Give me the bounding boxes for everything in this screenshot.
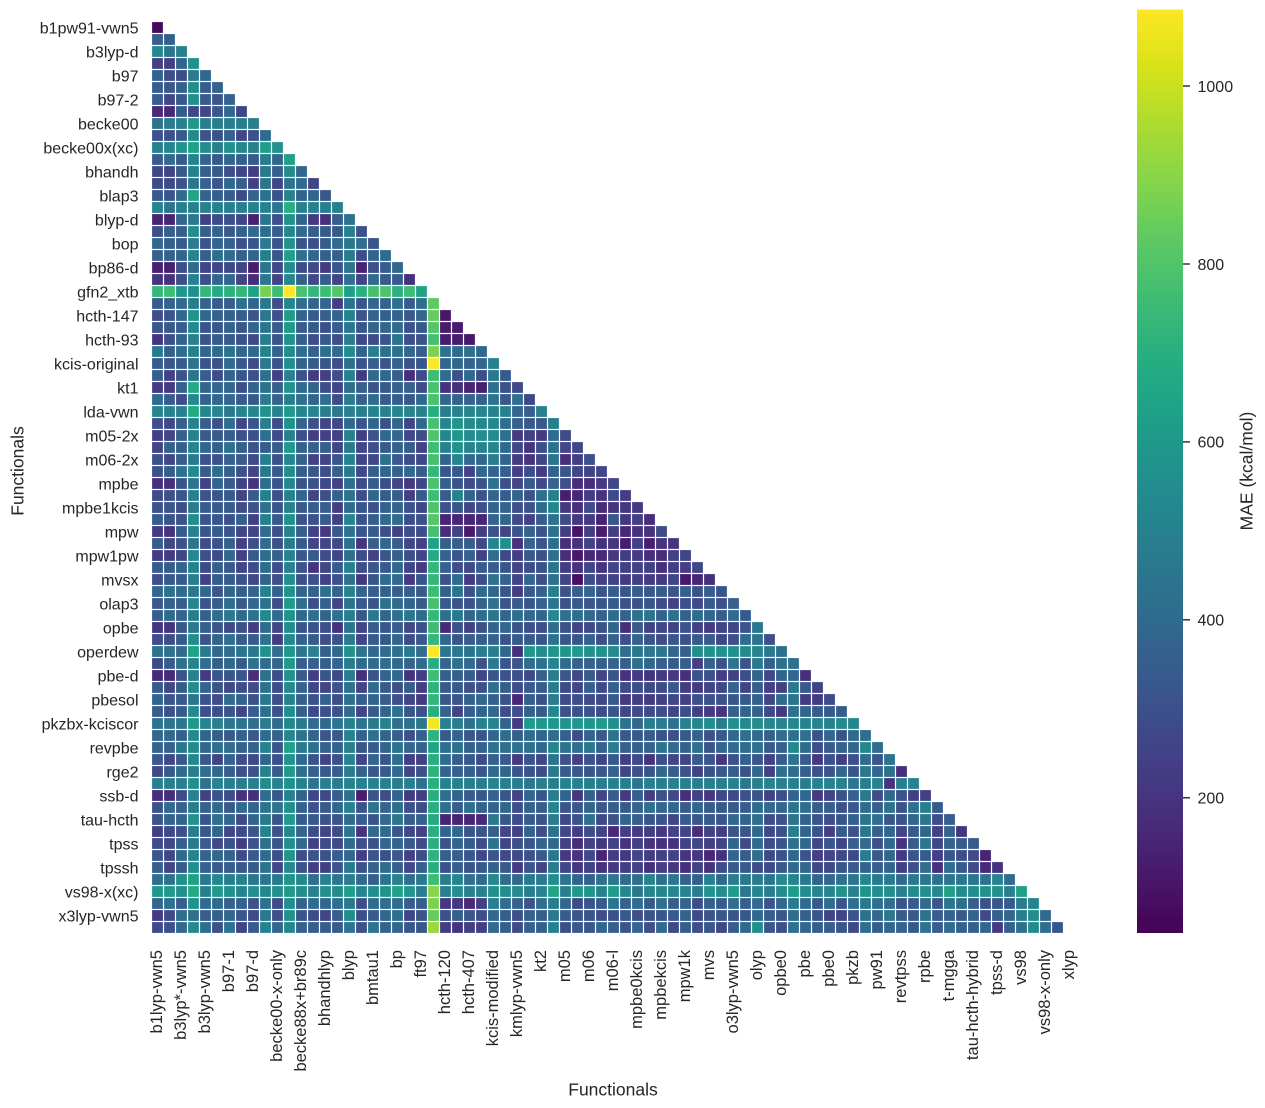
- svg-text:kmlyp-vwn5: kmlyp-vwn5: [508, 950, 526, 1037]
- svg-text:becke00: becke00: [78, 116, 139, 133]
- svg-text:becke00x(xc): becke00x(xc): [43, 140, 138, 157]
- svg-text:opbe: opbe: [103, 620, 139, 637]
- svg-text:tpssh: tpssh: [100, 860, 138, 877]
- svg-text:pbe: pbe: [796, 950, 814, 978]
- svg-text:hcth-147: hcth-147: [76, 308, 138, 325]
- svg-text:ssb-d: ssb-d: [99, 788, 138, 805]
- svg-text:b1pw91-vwn5: b1pw91-vwn5: [40, 20, 139, 37]
- svg-text:becke00-x-only: becke00-x-only: [268, 949, 286, 1062]
- svg-text:b97: b97: [112, 68, 139, 85]
- svg-text:vs98-x(xc): vs98-x(xc): [65, 884, 139, 901]
- svg-text:opbe0: opbe0: [772, 950, 790, 996]
- svg-text:tpss: tpss: [109, 836, 138, 853]
- svg-text:MAE (kcal/mol): MAE (kcal/mol): [1237, 412, 1257, 531]
- svg-text:m05: m05: [556, 950, 574, 982]
- svg-text:m06-l: m06-l: [604, 950, 622, 991]
- svg-text:olap3: olap3: [99, 596, 138, 613]
- svg-text:tpss-d: tpss-d: [988, 950, 1006, 995]
- svg-text:mpbe1kcis: mpbe1kcis: [62, 500, 138, 517]
- svg-text:olyp: olyp: [748, 950, 766, 980]
- svg-text:pbe-d: pbe-d: [98, 668, 139, 685]
- svg-text:600: 600: [1198, 435, 1225, 452]
- svg-text:mpw1k: mpw1k: [676, 949, 694, 1002]
- svg-text:800: 800: [1198, 257, 1225, 274]
- svg-text:rpbe: rpbe: [916, 950, 934, 983]
- svg-text:b97-d: b97-d: [244, 950, 262, 992]
- svg-text:operdew: operdew: [77, 644, 139, 661]
- svg-text:kcis-original: kcis-original: [54, 356, 138, 373]
- svg-text:ft97: ft97: [412, 950, 430, 978]
- svg-text:bhandhlyp: bhandhlyp: [316, 950, 334, 1026]
- svg-text:revtpss: revtpss: [892, 950, 910, 1003]
- svg-text:b97-2: b97-2: [98, 92, 139, 109]
- svg-text:gfn2_xtb: gfn2_xtb: [77, 284, 138, 301]
- svg-text:bop: bop: [112, 236, 139, 253]
- svg-text:hcth-120: hcth-120: [436, 950, 454, 1014]
- svg-text:b3lyp-d: b3lyp-d: [86, 44, 138, 61]
- svg-text:kcis-modified: kcis-modified: [484, 950, 502, 1046]
- svg-text:bp: bp: [388, 950, 406, 968]
- svg-text:tau-hcth: tau-hcth: [81, 812, 139, 829]
- svg-text:blap3: blap3: [99, 188, 138, 205]
- svg-text:kt2: kt2: [532, 950, 550, 972]
- svg-text:1000: 1000: [1198, 79, 1234, 96]
- svg-text:mpbe0kcis: mpbe0kcis: [628, 950, 646, 1029]
- svg-text:m05-2x: m05-2x: [85, 428, 138, 445]
- svg-text:t-mgga: t-mgga: [940, 949, 958, 1001]
- svg-text:mpbekcis: mpbekcis: [652, 950, 670, 1020]
- svg-text:vs98-x-only: vs98-x-only: [1036, 949, 1054, 1034]
- svg-text:400: 400: [1198, 613, 1225, 630]
- svg-text:mpbe: mpbe: [98, 476, 138, 493]
- svg-text:blyp: blyp: [340, 950, 358, 980]
- svg-text:mpw1pw: mpw1pw: [75, 548, 139, 565]
- svg-text:x3lyp-vwn5: x3lyp-vwn5: [58, 908, 138, 925]
- svg-text:hcth-407: hcth-407: [460, 950, 478, 1014]
- svg-text:bp86-d: bp86-d: [89, 260, 139, 277]
- svg-text:m06: m06: [580, 950, 598, 982]
- svg-text:Functionals: Functionals: [568, 1080, 658, 1100]
- svg-text:becke88x+br89c: becke88x+br89c: [292, 950, 310, 1072]
- svg-text:pbe0: pbe0: [820, 950, 838, 987]
- svg-text:200: 200: [1198, 791, 1225, 808]
- svg-text:Functionals: Functionals: [8, 426, 28, 516]
- svg-text:b97-1: b97-1: [220, 950, 238, 992]
- svg-text:pkzb: pkzb: [844, 950, 862, 985]
- svg-text:pw91: pw91: [868, 950, 886, 989]
- svg-text:pbesol: pbesol: [91, 692, 138, 709]
- svg-text:mpw: mpw: [105, 524, 139, 541]
- svg-text:rge2: rge2: [106, 764, 138, 781]
- svg-text:o3lyp-vwn5: o3lyp-vwn5: [724, 950, 742, 1033]
- svg-text:b1lyp-vwn5: b1lyp-vwn5: [148, 950, 166, 1033]
- svg-text:b3lyp*-vwn5: b3lyp*-vwn5: [172, 950, 190, 1040]
- svg-text:lda-vwn: lda-vwn: [83, 404, 138, 421]
- svg-text:revpbe: revpbe: [90, 740, 139, 757]
- svg-text:bmtau1: bmtau1: [364, 950, 382, 1005]
- svg-text:xlyp: xlyp: [1060, 950, 1078, 979]
- svg-text:m06-2x: m06-2x: [85, 452, 138, 469]
- svg-text:vs98: vs98: [1012, 950, 1030, 985]
- svg-text:mvsx: mvsx: [101, 572, 138, 589]
- svg-text:kt1: kt1: [117, 380, 138, 397]
- svg-text:pkzbx-kciscor: pkzbx-kciscor: [42, 716, 140, 733]
- svg-text:tau-hcth-hybrid: tau-hcth-hybrid: [964, 950, 982, 1060]
- svg-text:bhandh: bhandh: [85, 164, 138, 181]
- svg-text:mvs: mvs: [700, 950, 718, 980]
- svg-text:blyp-d: blyp-d: [95, 212, 139, 229]
- svg-text:hcth-93: hcth-93: [85, 332, 138, 349]
- svg-text:b3lyp-vwn5: b3lyp-vwn5: [196, 950, 214, 1033]
